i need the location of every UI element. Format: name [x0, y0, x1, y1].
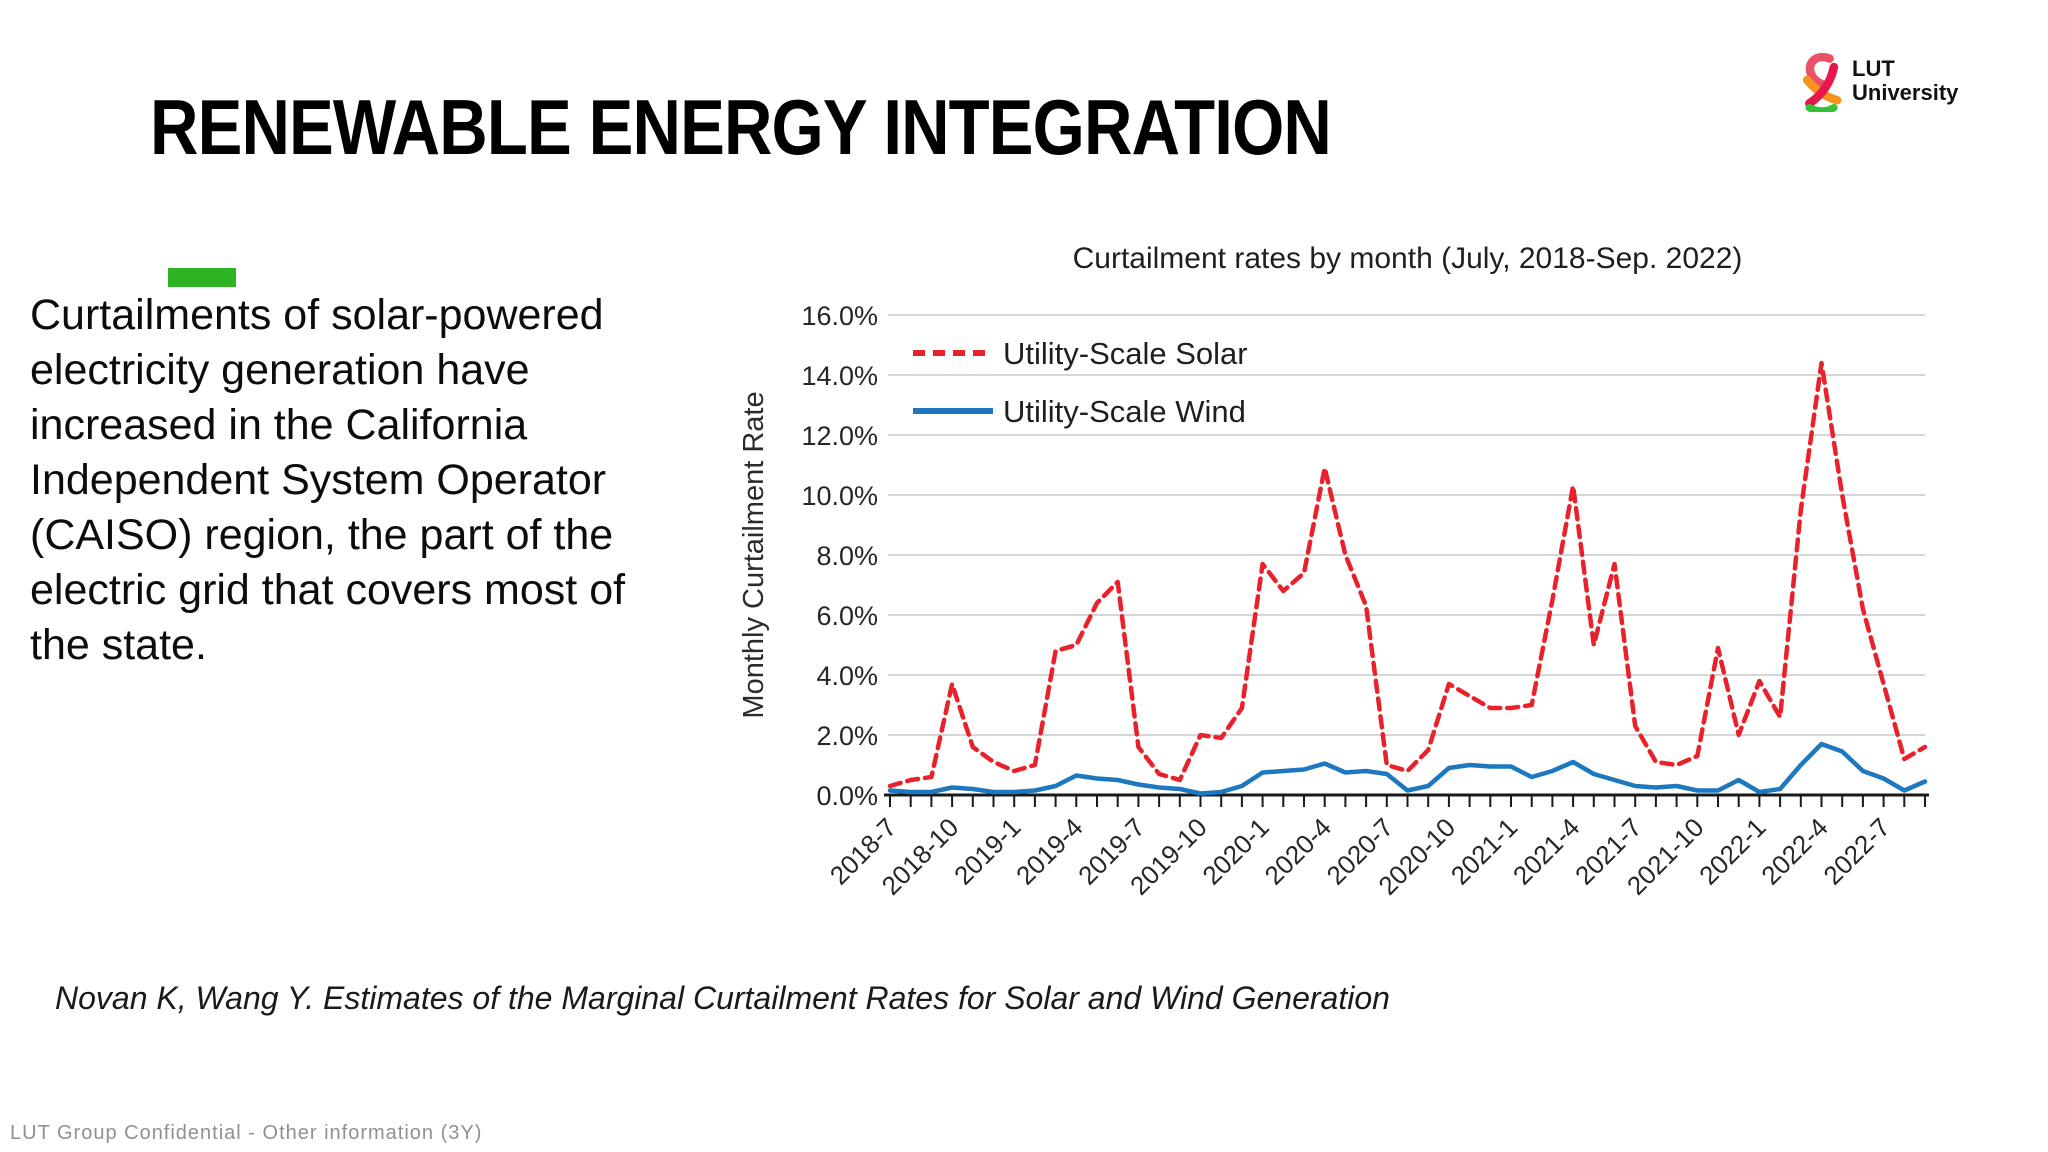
- footer-confidentiality-note: LUT Group Confidential - Other informati…: [10, 1122, 483, 1144]
- y-tick-label: 16.0%: [801, 301, 878, 331]
- y-tick-label: 8.0%: [816, 541, 878, 571]
- x-tick-label: 2020-1: [1196, 812, 1274, 890]
- x-tick-label: 2019-1: [948, 812, 1026, 890]
- legend-label: Utility-Scale Wind: [1003, 394, 1246, 429]
- x-tick-label: 2021-4: [1507, 812, 1585, 890]
- y-tick-label: 14.0%: [801, 361, 878, 391]
- x-tick-label: 2021-1: [1445, 812, 1523, 890]
- ampersand-red-stroke: [1805, 62, 1839, 108]
- lut-logo-line1: LUT: [1852, 56, 1895, 81]
- x-tick-label: 2020-4: [1258, 812, 1336, 890]
- lut-ampersand-icon: [1802, 52, 1842, 112]
- x-tick-label: 2022-4: [1755, 812, 1833, 890]
- lut-university-logo: LUT University: [1798, 50, 1958, 112]
- y-tick-label: 10.0%: [801, 481, 878, 511]
- y-tick-label: 6.0%: [816, 601, 878, 631]
- chart-title: Curtailment rates by month (July, 2018-S…: [1073, 242, 1743, 275]
- curtailment-chart: 0.0% 2.0% 4.0% 6.0% 8.0% 10.0% 12.0% 14.0% 16.0%…: [738, 242, 1929, 901]
- series-line-utility-scale-solar: [887, 360, 1928, 789]
- ampersand-green-stroke: [1805, 103, 1838, 112]
- highlight-bar: [168, 268, 236, 287]
- series-line-utility-scale-wind: [887, 741, 1928, 796]
- x-tick-label: 2019-4: [1010, 812, 1088, 890]
- page-title: RENEWABLE ENERGY INTEGRATION: [150, 83, 1332, 171]
- y-axis-label: Monthly Curtailment Rate: [738, 391, 770, 718]
- ampersand-rose-stroke: [1805, 52, 1834, 90]
- citation-text: Novan K, Wang Y. Estimates of the Margin…: [55, 980, 1390, 1016]
- x-tick-label: 2022-1: [1693, 812, 1771, 890]
- y-tick-label: 0.0%: [816, 781, 878, 811]
- legend-label: Utility-Scale Solar: [1003, 336, 1248, 371]
- body-paragraph: Curtailments of solar-powered electricit…: [30, 291, 626, 669]
- y-tick-label: 4.0%: [816, 661, 878, 691]
- x-tick-label: 2022-7: [1817, 812, 1895, 890]
- lut-logo-line2: University: [1852, 80, 1959, 105]
- y-tick-label: 12.0%: [801, 421, 878, 451]
- y-tick-label: 2.0%: [816, 721, 878, 751]
- lut-logo-text: LUT University: [1852, 57, 1958, 105]
- curtailment-chart-container: 0.0% 2.0% 4.0% 6.0% 8.0% 10.0% 12.0% 14.0% 16.0%…: [735, 228, 2047, 933]
